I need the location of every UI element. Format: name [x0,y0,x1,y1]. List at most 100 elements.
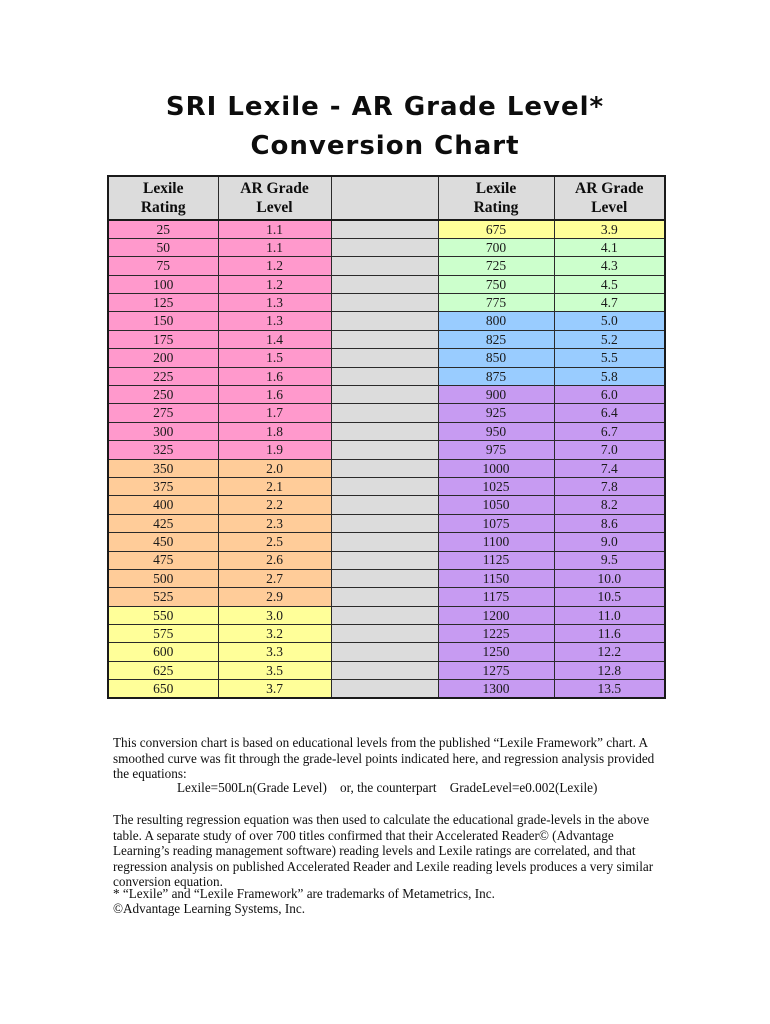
spacer-cell [330,237,439,258]
left-lexile-cell: 225 [107,366,219,387]
table-row: 425 2.3 1075 8.6 [107,513,666,534]
table-row: 275 1.7 925 6.4 [107,403,666,423]
left-grade-cell: 1.8 [217,421,332,442]
table-row: 175 1.4 825 5.2 [107,329,666,350]
right-grade-cell: 8.2 [553,495,666,515]
right-grade-cell: 12.8 [553,660,666,681]
right-lexile-cell: 825 [437,329,555,350]
table-row: 375 2.1 1025 7.8 [107,476,666,497]
intro-paragraph: This conversion chart is based on educat… [113,735,655,782]
spacer-cell [330,587,439,607]
table-row: 300 1.8 950 6.7 [107,421,666,442]
table-row: 100 1.2 750 4.5 [107,274,666,295]
right-grade-cell: 6.7 [553,421,666,442]
left-lexile-cell: 175 [107,329,219,350]
right-lexile-cell: 750 [437,274,555,295]
table-row: 25 1.1 675 3.9 [107,219,666,239]
spacer-cell [330,458,439,478]
left-grade-cell: 2.9 [217,587,332,607]
left-lexile-cell: 300 [107,421,219,442]
spacer-cell [330,440,439,460]
title-line-1: SRI Lexile - AR Grade Level* [165,92,605,122]
table-row: 475 2.6 1125 9.5 [107,550,666,570]
left-lexile-cell: 100 [107,274,219,295]
left-lexile-cell: 25 [107,219,219,239]
left-grade-cell: 1.7 [217,403,332,423]
spacer-cell [330,403,439,423]
left-lexile-cell: 350 [107,458,219,478]
spacer-cell [330,385,439,405]
spacer-cell [330,568,439,589]
right-grade-cell: 13.5 [553,679,666,699]
header-lexile-left: Lexile Rating [107,175,219,221]
spacer-cell [330,476,439,497]
table-row: 650 3.7 1300 13.5 [107,679,666,699]
header-grade-left: AR Grade Level [217,175,332,221]
spacer-cell [330,348,439,368]
left-grade-cell: 1.4 [217,329,332,350]
right-grade-cell: 8.6 [553,513,666,534]
left-grade-cell: 1.6 [217,385,332,405]
spacer-cell [330,642,439,662]
left-lexile-cell: 500 [107,568,219,589]
spacer-cell [330,329,439,350]
right-lexile-cell: 1175 [437,587,555,607]
right-grade-cell: 11.0 [553,605,666,626]
right-grade-cell: 5.8 [553,366,666,387]
right-lexile-cell: 850 [437,348,555,368]
left-grade-cell: 2.5 [217,532,332,552]
right-lexile-cell: 1125 [437,550,555,570]
left-lexile-cell: 600 [107,642,219,662]
left-grade-cell: 1.3 [217,311,332,331]
right-grade-cell: 10.5 [553,587,666,607]
header-grade-right: AR Grade Level [553,175,666,221]
right-lexile-cell: 775 [437,293,555,313]
table-row: 75 1.2 725 4.3 [107,256,666,276]
table-row: 400 2.2 1050 8.2 [107,495,666,515]
table-row: 450 2.5 1100 9.0 [107,532,666,552]
left-grade-cell: 1.9 [217,440,332,460]
right-lexile-cell: 1075 [437,513,555,534]
right-grade-cell: 3.9 [553,219,666,239]
table-row: 325 1.9 975 7.0 [107,440,666,460]
table-row: 200 1.5 850 5.5 [107,348,666,368]
left-grade-cell: 3.3 [217,642,332,662]
left-lexile-cell: 400 [107,495,219,515]
table-row: 550 3.0 1200 11.0 [107,605,666,626]
spacer-cell [330,366,439,387]
left-grade-cell: 1.6 [217,366,332,387]
right-grade-cell: 4.1 [553,237,666,258]
table-row: 500 2.7 1150 10.0 [107,568,666,589]
conversion-table: Lexile Rating AR Grade Level Lexile Rati… [107,175,666,700]
left-lexile-cell: 50 [107,237,219,258]
right-grade-cell: 6.0 [553,385,666,405]
right-lexile-cell: 1275 [437,660,555,681]
right-grade-cell: 9.0 [553,532,666,552]
left-lexile-cell: 650 [107,679,219,699]
right-lexile-cell: 1150 [437,568,555,589]
spacer-cell [330,256,439,276]
left-grade-cell: 3.0 [217,605,332,626]
right-lexile-cell: 900 [437,385,555,405]
left-grade-cell: 3.5 [217,660,332,681]
right-lexile-cell: 1025 [437,476,555,497]
table-row: 525 2.9 1175 10.5 [107,587,666,607]
right-lexile-cell: 875 [437,366,555,387]
right-lexile-cell: 1225 [437,624,555,644]
right-grade-cell: 5.0 [553,311,666,331]
spacer-cell [330,513,439,534]
spacer-cell [330,293,439,313]
right-lexile-cell: 725 [437,256,555,276]
left-grade-cell: 2.3 [217,513,332,534]
right-lexile-cell: 1200 [437,605,555,626]
right-lexile-cell: 1250 [437,642,555,662]
header-row: Lexile Rating AR Grade Level Lexile Rati… [107,175,666,221]
regression-paragraph: The resulting regression equation was th… [113,812,654,890]
right-lexile-cell: 1100 [437,532,555,552]
left-lexile-cell: 325 [107,440,219,460]
equation-line: Lexile=500Ln(Grade Level) or, the counte… [177,780,598,795]
left-grade-cell: 2.2 [217,495,332,515]
header-lexile-right: Lexile Rating [437,175,555,221]
left-grade-cell: 1.1 [217,237,332,258]
